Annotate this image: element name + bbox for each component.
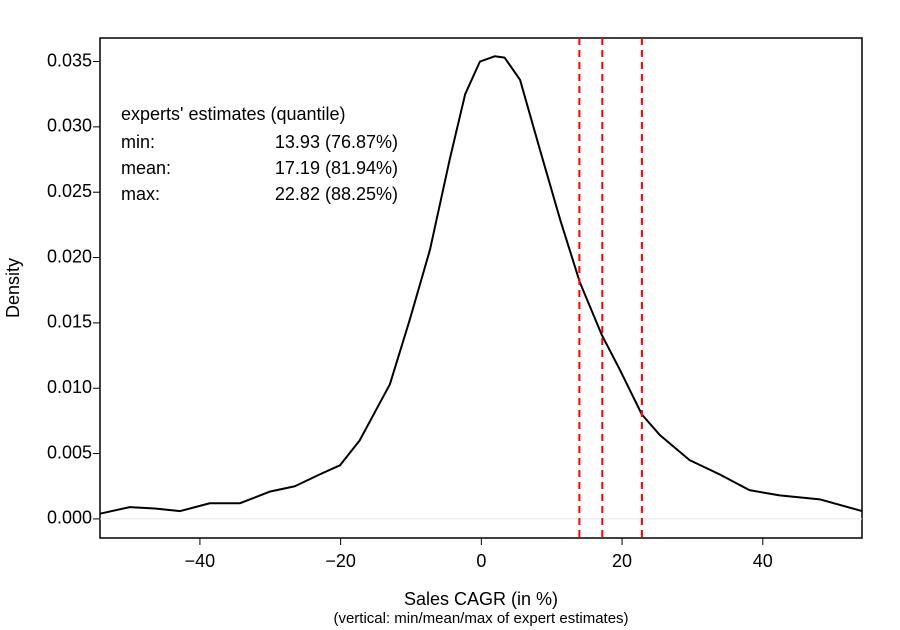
estimate-value: 22.82 (88.25%)	[275, 184, 398, 204]
y-tick-label: 0.005	[47, 442, 92, 462]
y-tick-label: 0.030	[47, 116, 92, 136]
density-line	[99, 55, 863, 515]
x-tick-label: 40	[753, 551, 773, 571]
estimate-label: mean:	[121, 158, 171, 178]
y-tick-label: 0.000	[47, 508, 92, 528]
y-axis-label: Density	[3, 258, 23, 318]
y-tick-label: 0.020	[47, 246, 92, 266]
estimate-label: max:	[121, 184, 160, 204]
estimate-value: 13.93 (76.87%)	[275, 132, 398, 152]
x-tick-label: 0	[476, 551, 486, 571]
annotation-title: experts' estimates (quantile)	[121, 104, 346, 124]
subtitle: (vertical: min/mean/max of expert estima…	[333, 610, 628, 627]
y-tick-label: 0.025	[47, 181, 92, 201]
x-tick-label: 20	[612, 551, 632, 571]
x-axis-label: Sales CAGR (in %)	[404, 589, 558, 609]
y-tick-label: 0.015	[47, 312, 92, 332]
estimate-value: 17.19 (81.94%)	[275, 158, 398, 178]
y-tick-label: 0.035	[47, 50, 92, 70]
estimate-label: min:	[121, 132, 155, 152]
x-tick-label: −20	[325, 551, 356, 571]
y-tick-label: 0.010	[47, 377, 92, 397]
x-tick-label: −40	[185, 551, 216, 571]
